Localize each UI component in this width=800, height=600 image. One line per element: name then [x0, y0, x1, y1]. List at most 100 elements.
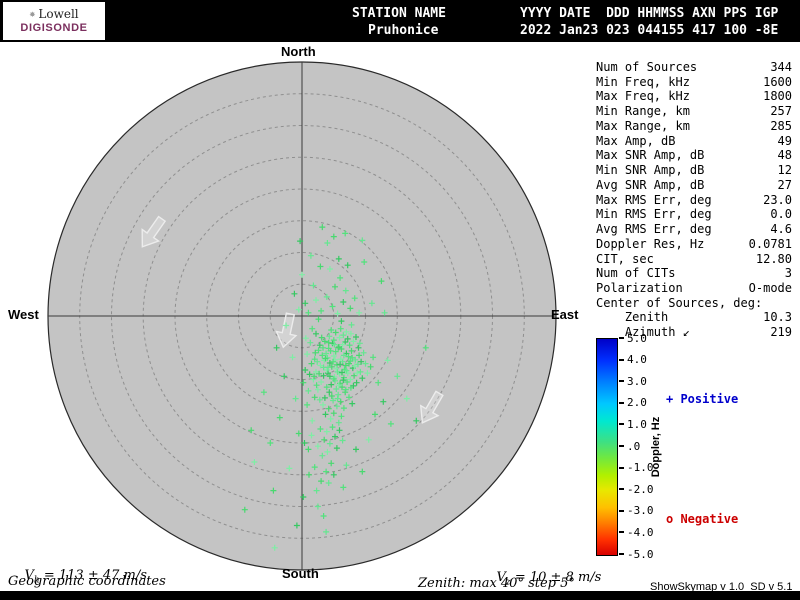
source-point	[348, 321, 355, 328]
source-point	[273, 344, 280, 351]
source-point	[320, 513, 327, 519]
stat-label: Max SNR Amp, dB	[596, 148, 705, 163]
vz-subscript: z	[505, 577, 511, 588]
source-point	[302, 300, 309, 307]
source-point	[299, 271, 305, 278]
stat-row: Center of Sources, deg:	[596, 296, 792, 311]
station-name-header: STATION NAME	[352, 6, 446, 21]
source-point	[343, 328, 350, 335]
source-point	[342, 230, 349, 237]
timestamp-header: YYYY DATE DDD HHMMSS AXN PPS IGP	[520, 6, 779, 21]
colorbar-title: Doppler, Hz	[650, 416, 662, 478]
source-point	[322, 355, 329, 362]
source-point	[330, 375, 337, 382]
source-point	[295, 430, 302, 437]
source-point	[333, 403, 340, 410]
source-point	[351, 363, 358, 370]
source-point	[326, 333, 333, 340]
colorbar-tick: 3.0	[619, 374, 647, 388]
stat-value: 23.0	[763, 192, 792, 207]
source-point	[358, 358, 365, 365]
source-point	[283, 322, 290, 329]
source-point	[356, 309, 363, 316]
source-point	[344, 335, 351, 342]
source-point	[308, 432, 315, 439]
stat-label: Num of CITs	[596, 266, 676, 281]
source-point	[338, 413, 345, 420]
tick-mark-icon	[619, 380, 624, 383]
stat-label: Doppler Res, Hz	[596, 236, 705, 251]
stat-value: 344	[770, 60, 792, 74]
source-point	[378, 278, 385, 285]
colorbar-tick: 1.0	[619, 417, 647, 431]
source-point	[340, 332, 347, 339]
source-point	[315, 347, 322, 354]
stat-row: Num of Sources 344	[596, 60, 792, 75]
source-point	[336, 334, 343, 341]
source-point	[313, 382, 320, 389]
doppler-colorbar	[596, 338, 618, 556]
source-point	[317, 426, 324, 432]
stat-label: Min Range, km	[596, 104, 690, 119]
source-point	[292, 395, 299, 402]
colorbar-tick: -5.0	[619, 547, 654, 561]
stat-row: Min Freq, kHz 1600	[596, 75, 792, 90]
stat-value: 1600	[763, 74, 792, 89]
source-point	[352, 356, 359, 363]
station-name-value: Pruhonice	[368, 23, 439, 38]
source-point	[384, 357, 391, 364]
source-point	[356, 340, 363, 347]
source-point	[251, 459, 258, 465]
stat-value: 10.3	[763, 310, 792, 325]
source-point	[316, 342, 323, 349]
source-point	[325, 480, 332, 486]
tick-mark-icon	[619, 445, 624, 447]
source-point	[330, 471, 337, 478]
source-point	[340, 377, 347, 384]
source-point	[324, 448, 331, 455]
source-point	[335, 382, 342, 389]
source-point	[241, 506, 248, 513]
source-point	[331, 341, 338, 348]
source-point	[356, 352, 363, 359]
source-point	[319, 224, 326, 231]
tick-label: -1.0	[627, 461, 654, 475]
source-point	[320, 344, 326, 351]
stat-label: Avg SNR Amp, dB	[596, 177, 705, 192]
source-point	[413, 417, 420, 424]
stat-value: 0.0781	[748, 236, 792, 251]
stat-value: 12	[777, 163, 792, 178]
source-point	[314, 358, 321, 365]
source-point	[326, 373, 333, 380]
source-point	[309, 417, 316, 424]
source-point	[342, 386, 349, 393]
stat-row: Max Amp, dB 49	[596, 134, 792, 149]
source-point	[351, 372, 358, 379]
source-point	[289, 354, 296, 361]
source-point	[337, 356, 344, 363]
horizontal-velocity-label: Vh = 113 ± 47 m/s	[8, 553, 147, 600]
tick-label: -2.0	[627, 482, 654, 496]
source-point	[332, 329, 339, 336]
stat-value: 49	[777, 133, 792, 148]
source-point	[330, 410, 337, 417]
source-point	[364, 370, 371, 377]
source-point	[337, 274, 344, 281]
source-point	[342, 287, 349, 294]
stat-label: Polarization	[596, 281, 683, 296]
source-point	[340, 352, 347, 359]
source-point	[340, 299, 347, 305]
source-point	[318, 307, 325, 314]
colorbar-tick: -3.0	[619, 504, 654, 518]
source-point	[336, 427, 343, 434]
coordinate-system-label: Geographic coordinates	[8, 574, 166, 589]
stat-value: 4.6	[770, 222, 792, 237]
source-point	[300, 494, 307, 500]
source-point	[325, 370, 331, 377]
source-point	[359, 468, 366, 475]
source-point	[343, 462, 350, 469]
lowell-sundial-icon: ✸	[29, 9, 36, 21]
stat-row: Avg SNR Amp, dB 27	[596, 178, 792, 193]
